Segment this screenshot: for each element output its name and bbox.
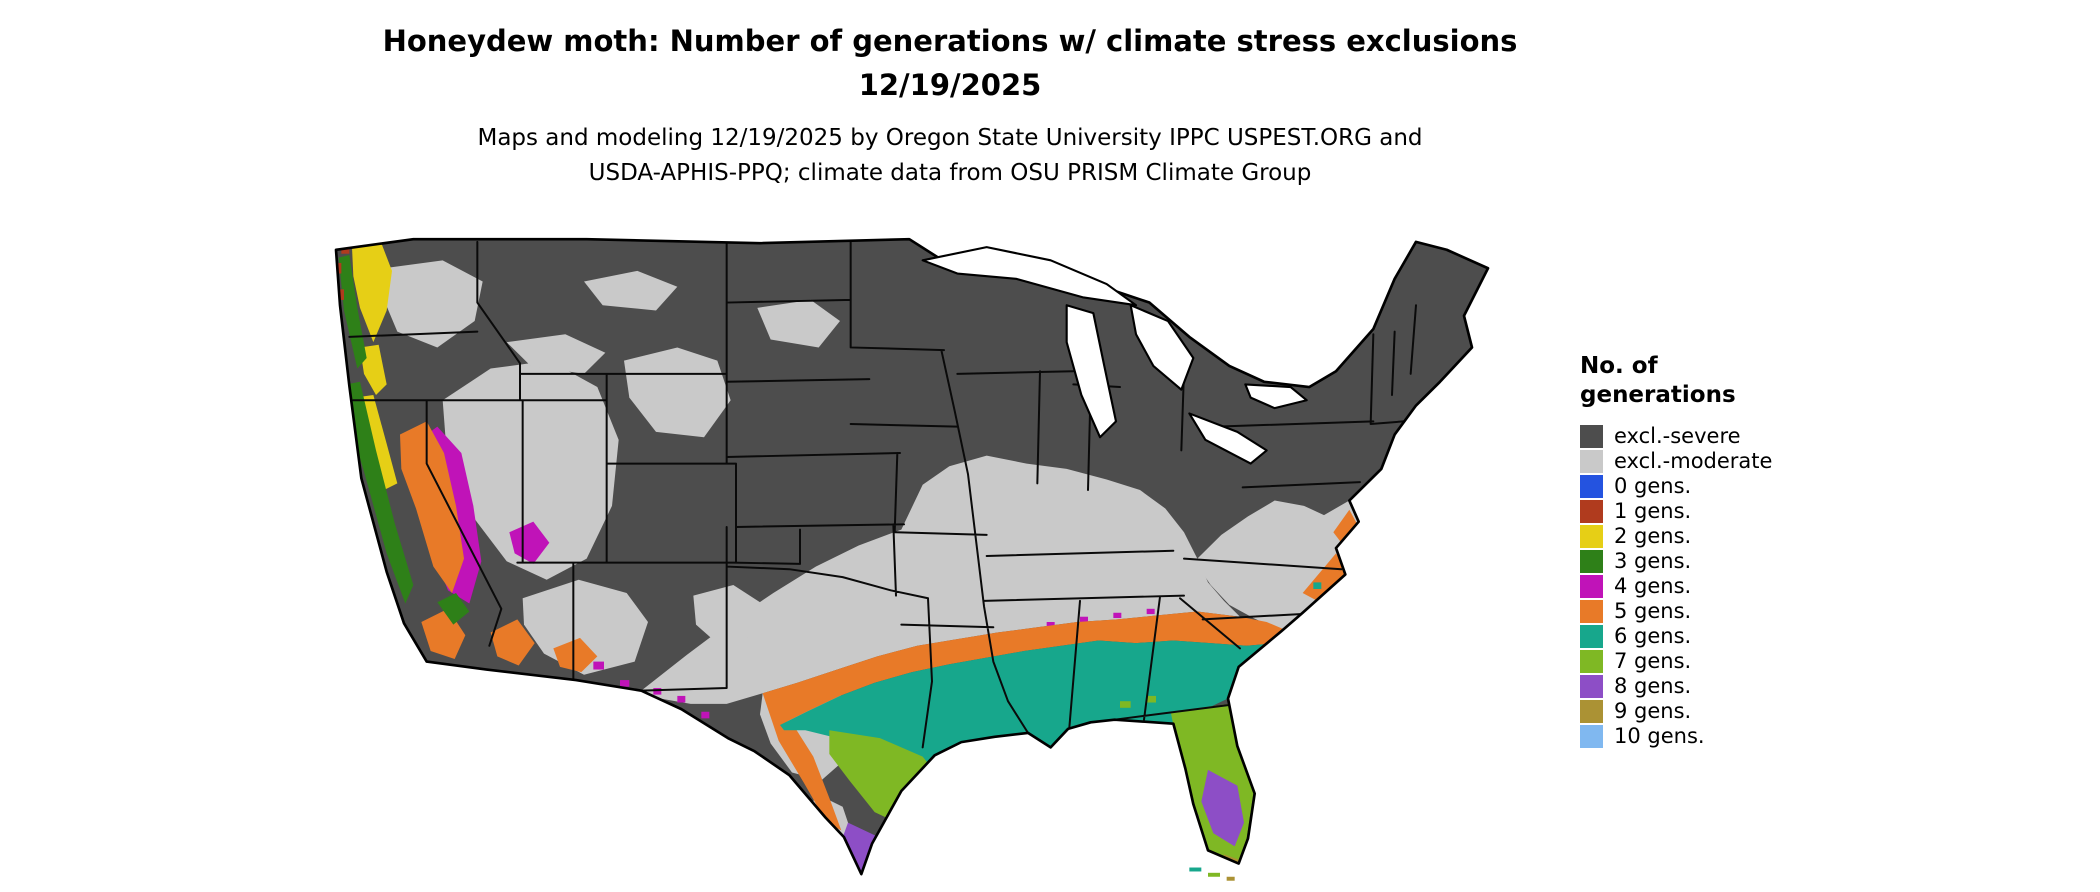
region-3-gens: [338, 255, 470, 625]
legend-item-6-gens: 6 gens.: [1580, 624, 1860, 649]
legend-swatch: [1580, 674, 1603, 698]
lake-erie: [1188, 412, 1268, 465]
legend-swatch: [1580, 599, 1603, 623]
florida-keys: [1189, 867, 1235, 881]
page-title-line2: 12/19/2025: [858, 67, 1042, 102]
credit-line1: Maps and modeling 12/19/2025 by Oregon S…: [477, 125, 1423, 151]
legend-item-excl-moderate: excl.-moderate: [1580, 449, 1860, 474]
legend-label: 10 gens.: [1614, 724, 1705, 748]
legend-swatch: [1580, 574, 1603, 598]
us-outline: [334, 237, 1490, 876]
legend-item-4-gens: 4 gens.: [1580, 574, 1860, 599]
map-container: [320, 226, 1520, 886]
lake-michigan: [1065, 304, 1118, 439]
header: Honeydew moth: Number of generations w/ …: [250, 20, 1650, 190]
legend-swatch: [1580, 424, 1603, 448]
lake-ontario: [1244, 383, 1308, 410]
legend-swatch: [1580, 524, 1603, 548]
legend-swatch: [1580, 699, 1603, 723]
legend-title: No. of generations: [1580, 352, 1860, 410]
legend-label: 0 gens.: [1614, 474, 1692, 498]
legend-label: 4 gens.: [1614, 574, 1692, 598]
legend-label: excl.-severe: [1614, 424, 1741, 448]
legend-list: excl.-severe excl.-moderate 0 gens. 1 ge…: [1580, 424, 1860, 749]
lake-superior: [921, 246, 1138, 307]
legend-item-5-gens: 5 gens.: [1580, 599, 1860, 624]
legend-item-9-gens: 9 gens.: [1580, 699, 1860, 724]
legend-label: 6 gens.: [1614, 624, 1692, 648]
legend-swatch: [1580, 474, 1603, 498]
legend-title-line2: generations: [1580, 381, 1736, 408]
credit-line2: USDA-APHIS-PPQ; climate data from OSU PR…: [588, 159, 1312, 186]
legend-swatch: [1580, 649, 1603, 673]
state-borders: [348, 240, 1439, 749]
legend-swatch: [1580, 449, 1603, 473]
legend-label: 2 gens.: [1614, 524, 1692, 548]
legend-swatch: [1580, 549, 1603, 573]
legend-label: 1 gens.: [1614, 499, 1692, 523]
us-map: [334, 237, 1490, 881]
legend-item-10-gens: 10 gens.: [1580, 724, 1860, 749]
legend-label: 3 gens.: [1614, 549, 1692, 573]
legend: No. of generations excl.-severe excl.-mo…: [1580, 352, 1860, 749]
legend-item-excl-severe: excl.-severe: [1580, 424, 1860, 449]
legend-label: excl.-moderate: [1614, 449, 1773, 473]
legend-item-8-gens: 8 gens.: [1580, 674, 1860, 699]
page-title-line1: Honeydew moth: Number of generations w/ …: [382, 24, 1518, 58]
legend-label: 5 gens.: [1614, 599, 1692, 623]
legend-item-0-gens: 0 gens.: [1580, 474, 1860, 499]
legend-label: 7 gens.: [1614, 649, 1692, 673]
legend-item-7-gens: 7 gens.: [1580, 649, 1860, 674]
legend-item-2-gens: 2 gens.: [1580, 524, 1860, 549]
great-lakes: [921, 246, 1308, 465]
legend-label: 9 gens.: [1614, 699, 1692, 723]
lake-huron: [1129, 304, 1195, 391]
legend-swatch: [1580, 724, 1603, 748]
legend-swatch: [1580, 499, 1603, 523]
legend-swatch: [1580, 624, 1603, 648]
legend-item-3-gens: 3 gens.: [1580, 549, 1860, 574]
credit-block: Maps and modeling 12/19/2025 by Oregon S…: [250, 121, 1650, 190]
legend-item-1-gens: 1 gens.: [1580, 499, 1860, 524]
legend-label: 8 gens.: [1614, 674, 1692, 698]
legend-title-line1: No. of: [1580, 353, 1658, 379]
